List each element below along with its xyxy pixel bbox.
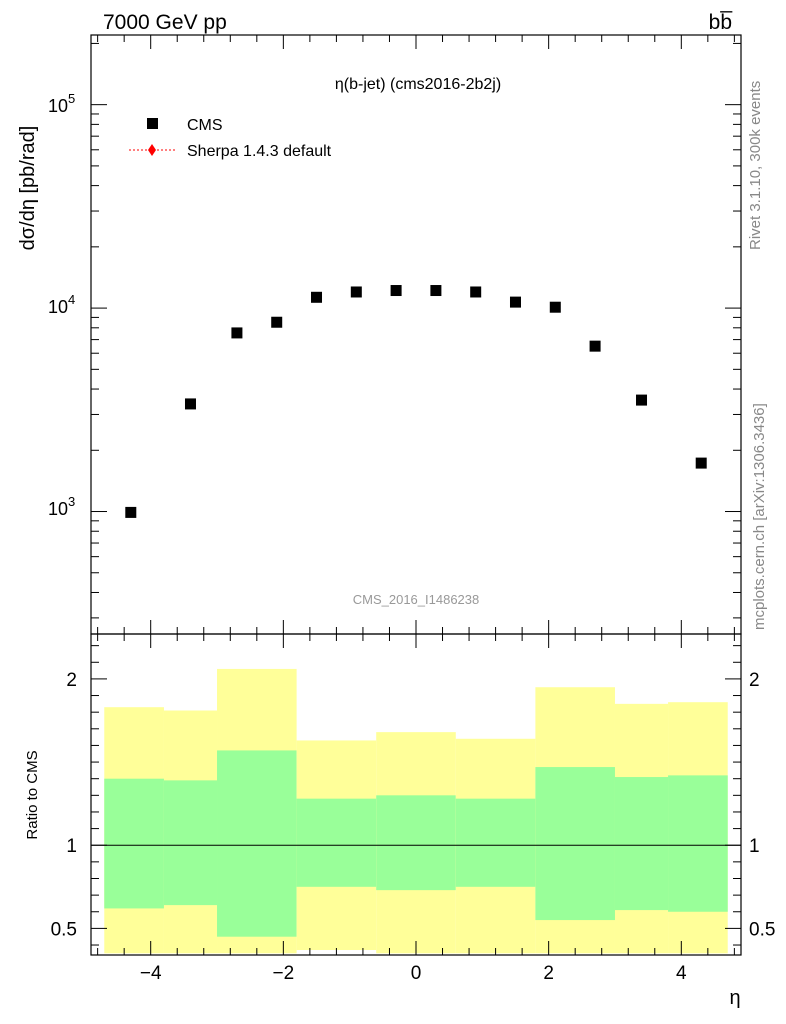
cms-data-point: [470, 286, 482, 298]
process-label: bb̅: [709, 11, 734, 34]
main-panel: dσ/dη [pb/rad] η(b-jet) (cms2016-2b2j) C…: [17, 34, 742, 635]
cms-data-point: [636, 394, 648, 406]
ratio-frame: [90, 633, 742, 956]
ratio-tick-labels: 0.5 0.5 1 1 2 2 −4 −2 0 2 4: [51, 670, 776, 984]
ratio-green-band: [668, 775, 728, 912]
ratio-green-band: [455, 798, 536, 887]
cms-data-point: [695, 457, 707, 469]
main-data-points: [125, 285, 707, 518]
legend-cms-label: CMS: [187, 117, 223, 134]
energy-label: 7000 GeV pp: [103, 11, 227, 34]
plot-title: η(b-jet) (cms2016-2b2j): [335, 76, 501, 93]
cms-data-point: [509, 296, 521, 308]
ratio-y-tick-label: 1: [66, 836, 77, 857]
ratio-green-band: [376, 795, 456, 891]
ratio-y-tick-label: 2: [66, 670, 77, 691]
cms-data-point: [231, 327, 243, 339]
main-y-axis-label: dσ/dη [pb/rad]: [17, 126, 39, 251]
x-axis-label: η: [729, 987, 740, 1009]
ratio-y-tick-label-right: 0.5: [749, 919, 775, 940]
x-tick-label: 2: [543, 963, 554, 984]
ratio-green-band: [614, 777, 669, 911]
rivet-label: Rivet 3.1.10, 300k events: [747, 81, 764, 250]
main-y-tick-labels: 103 104 105: [48, 91, 75, 519]
x-tick-label: 4: [676, 963, 687, 984]
ratio-y-axis-label: Ratio to CMS: [24, 750, 41, 839]
ratio-y-tick-label-right: 2: [749, 670, 760, 691]
legend-sherpa-label: Sherpa 1.4.3 default: [187, 143, 332, 160]
cms-data-point: [271, 316, 283, 328]
ratio-panel: 0.5 0.5 1 1 2 2 −4 −2 0 2 4 Ratio to CMS η: [24, 633, 776, 1009]
watermark-label: CMS_2016_I1486238: [353, 592, 480, 607]
ratio-ticks: [91, 634, 741, 955]
ratio-green-band: [104, 778, 164, 909]
main-y-tick-label: 103: [48, 494, 75, 519]
legend-sherpa-marker: [148, 144, 156, 156]
x-tick-label: 0: [411, 963, 422, 984]
legend-cms-marker: [147, 118, 158, 129]
main-y-tick-label: 105: [48, 91, 75, 116]
ratio-green-band: [163, 780, 218, 906]
ratio-y-tick-label-right: 1: [749, 836, 760, 857]
ratio-green-band: [296, 798, 377, 887]
x-tick-label: −4: [140, 963, 162, 984]
cms-data-point: [350, 286, 362, 298]
cms-data-point: [589, 340, 601, 352]
ratio-bands: [104, 668, 728, 954]
cms-data-point: [549, 301, 561, 313]
cms-data-point: [311, 291, 323, 303]
source-label: mcplots.cern.ch [arXiv:1306.3436]: [751, 403, 768, 630]
ratio-green-band: [535, 767, 615, 921]
main-ticks: [91, 35, 741, 634]
cms-data-point: [390, 285, 402, 297]
cms-data-point: [184, 398, 196, 410]
ratio-green-band: [217, 750, 297, 937]
ratio-y-tick-label: 0.5: [51, 919, 77, 940]
cms-data-point: [125, 506, 137, 518]
main-y-tick-label: 104: [48, 292, 75, 317]
x-tick-label: −2: [273, 963, 295, 984]
cms-data-point: [430, 285, 442, 297]
legend: CMS Sherpa 1.4.3 default: [129, 117, 332, 160]
